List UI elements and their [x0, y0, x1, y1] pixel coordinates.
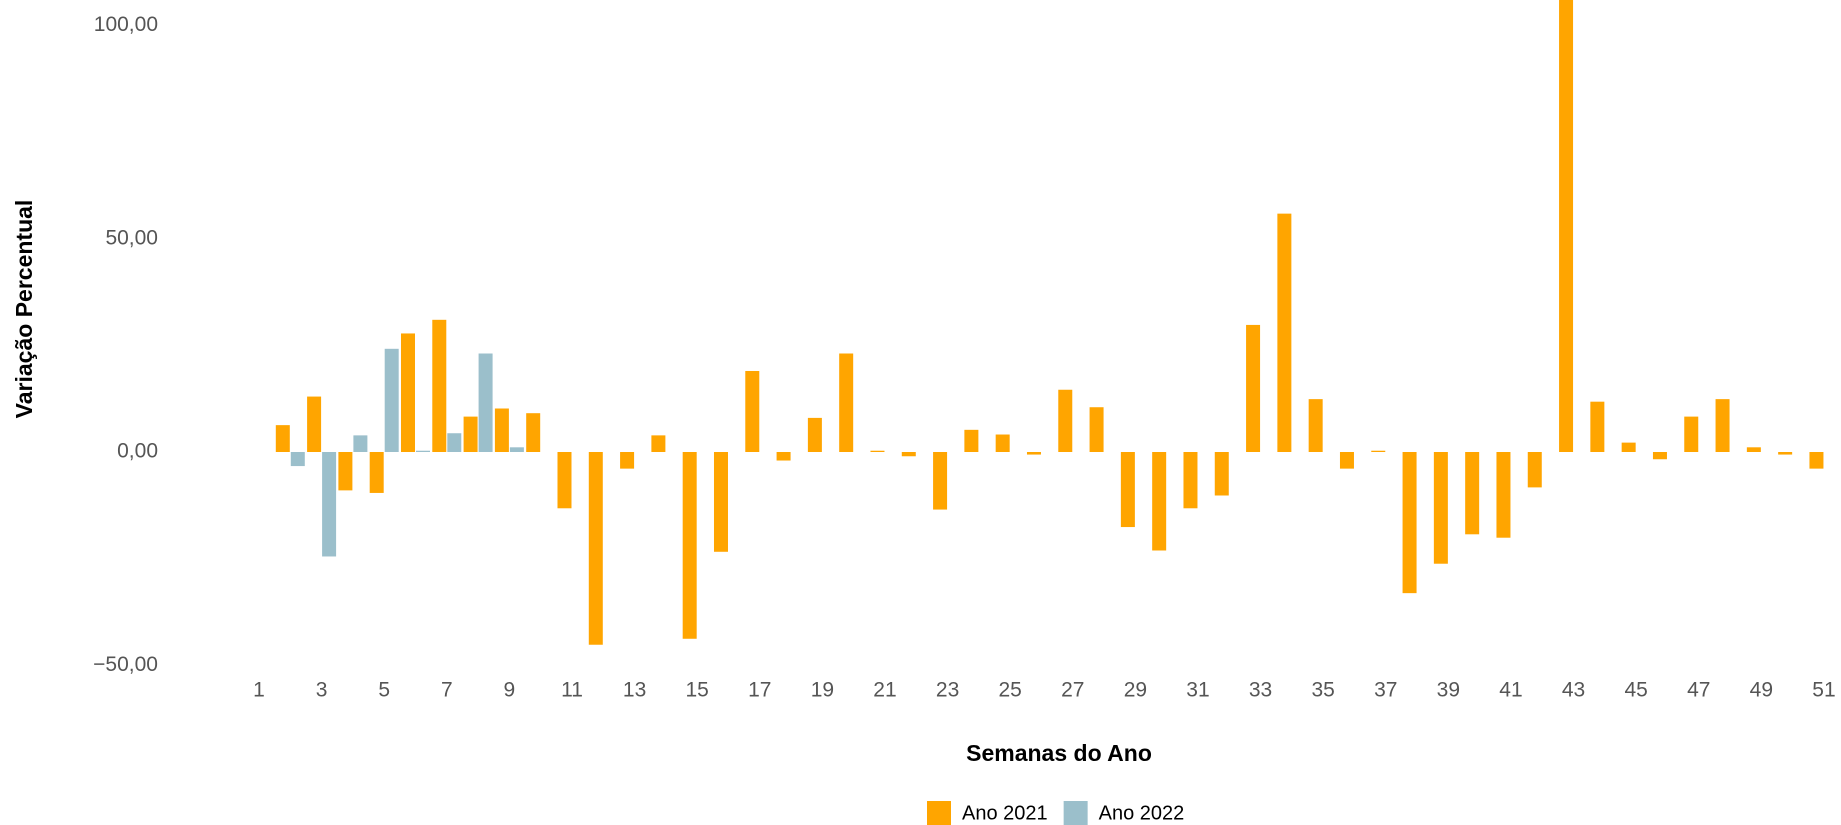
bar — [1183, 452, 1198, 509]
bar — [1058, 389, 1073, 452]
bar — [307, 396, 322, 452]
bar — [1590, 401, 1605, 452]
bar — [1120, 452, 1135, 528]
bar — [1246, 324, 1261, 452]
bar — [1277, 213, 1292, 452]
legend-swatch — [927, 801, 951, 825]
bar — [1559, 0, 1574, 453]
bar — [1371, 450, 1386, 452]
x-tick-label: 45 — [1624, 679, 1647, 702]
y-tick-label: 100,00 — [94, 13, 158, 36]
x-tick-label: 23 — [936, 679, 959, 702]
bar — [1809, 452, 1824, 469]
bar — [1433, 452, 1448, 564]
bar — [509, 447, 524, 452]
x-tick-label: 31 — [1186, 679, 1209, 702]
x-axis-title: Semanas do Ano — [966, 740, 1152, 766]
bar — [415, 450, 430, 452]
bar — [1496, 452, 1511, 538]
bar — [995, 434, 1010, 452]
bar — [776, 452, 791, 461]
x-tick-label: 35 — [1311, 679, 1334, 702]
x-tick-label: 15 — [686, 679, 709, 702]
bar — [839, 353, 854, 452]
bar — [1527, 452, 1542, 488]
bar — [400, 333, 415, 452]
bar — [1746, 447, 1761, 452]
x-tick-label: 39 — [1437, 679, 1460, 702]
x-tick-label: 17 — [748, 679, 771, 702]
x-tick-label: 9 — [504, 679, 516, 702]
x-tick-label: 33 — [1249, 679, 1272, 702]
x-tick-label: 49 — [1750, 679, 1773, 702]
x-tick-label: 43 — [1562, 679, 1585, 702]
x-tick-label: 19 — [811, 679, 834, 702]
legend-swatch — [1063, 801, 1088, 825]
x-tick-label: 3 — [316, 679, 328, 702]
bar — [1026, 452, 1041, 455]
bar — [651, 435, 666, 452]
bar — [447, 433, 462, 452]
bar — [1214, 452, 1229, 496]
y-tick-label: −50,00 — [93, 653, 158, 676]
legend-label: Ano 2022 — [1099, 802, 1185, 824]
bar — [275, 425, 290, 452]
bar — [620, 452, 635, 469]
bar — [901, 452, 916, 457]
x-tick-label: 37 — [1374, 679, 1397, 702]
x-tick-label: 1 — [253, 679, 265, 702]
bar — [1308, 399, 1323, 452]
x-tick-label: 51 — [1812, 679, 1835, 702]
bar — [1652, 452, 1667, 460]
bar — [588, 452, 603, 645]
x-tick-label: 47 — [1687, 679, 1710, 702]
bar — [494, 408, 509, 452]
bar — [1684, 416, 1699, 452]
x-tick-label: 27 — [1061, 679, 1084, 702]
x-tick-label: 5 — [378, 679, 390, 702]
bar — [557, 452, 572, 509]
bar — [713, 452, 728, 552]
bar — [1339, 452, 1354, 469]
bar — [1465, 452, 1480, 535]
x-tick-label: 25 — [998, 679, 1021, 702]
bar — [463, 416, 478, 452]
bar — [1402, 452, 1417, 594]
bar — [353, 435, 368, 452]
x-tick-label: 29 — [1124, 679, 1147, 702]
bar — [870, 450, 885, 452]
bar — [682, 452, 697, 639]
bar — [1152, 452, 1167, 551]
bar — [384, 348, 399, 452]
bar — [369, 452, 384, 493]
bar — [1621, 442, 1636, 452]
legend-label: Ano 2021 — [962, 802, 1048, 824]
x-tick-label: 11 — [561, 679, 583, 702]
bar — [338, 452, 353, 491]
bar — [526, 413, 541, 452]
bar — [933, 452, 948, 510]
bar — [1715, 399, 1730, 452]
bar — [1778, 452, 1793, 455]
x-tick-label: 13 — [623, 679, 646, 702]
y-tick-label: 0,00 — [117, 440, 158, 463]
y-axis-title: Variação Percentual — [11, 200, 37, 419]
x-tick-label: 21 — [873, 679, 896, 702]
y-tick-label: 50,00 — [105, 226, 158, 249]
bar — [290, 452, 305, 467]
bar — [745, 370, 760, 452]
x-tick-label: 7 — [441, 679, 453, 702]
bar — [1089, 407, 1104, 452]
bar — [964, 429, 979, 452]
bar — [322, 452, 337, 557]
bar — [807, 417, 822, 452]
x-tick-label: 41 — [1499, 679, 1522, 702]
bar — [432, 319, 447, 452]
bar — [478, 353, 493, 452]
